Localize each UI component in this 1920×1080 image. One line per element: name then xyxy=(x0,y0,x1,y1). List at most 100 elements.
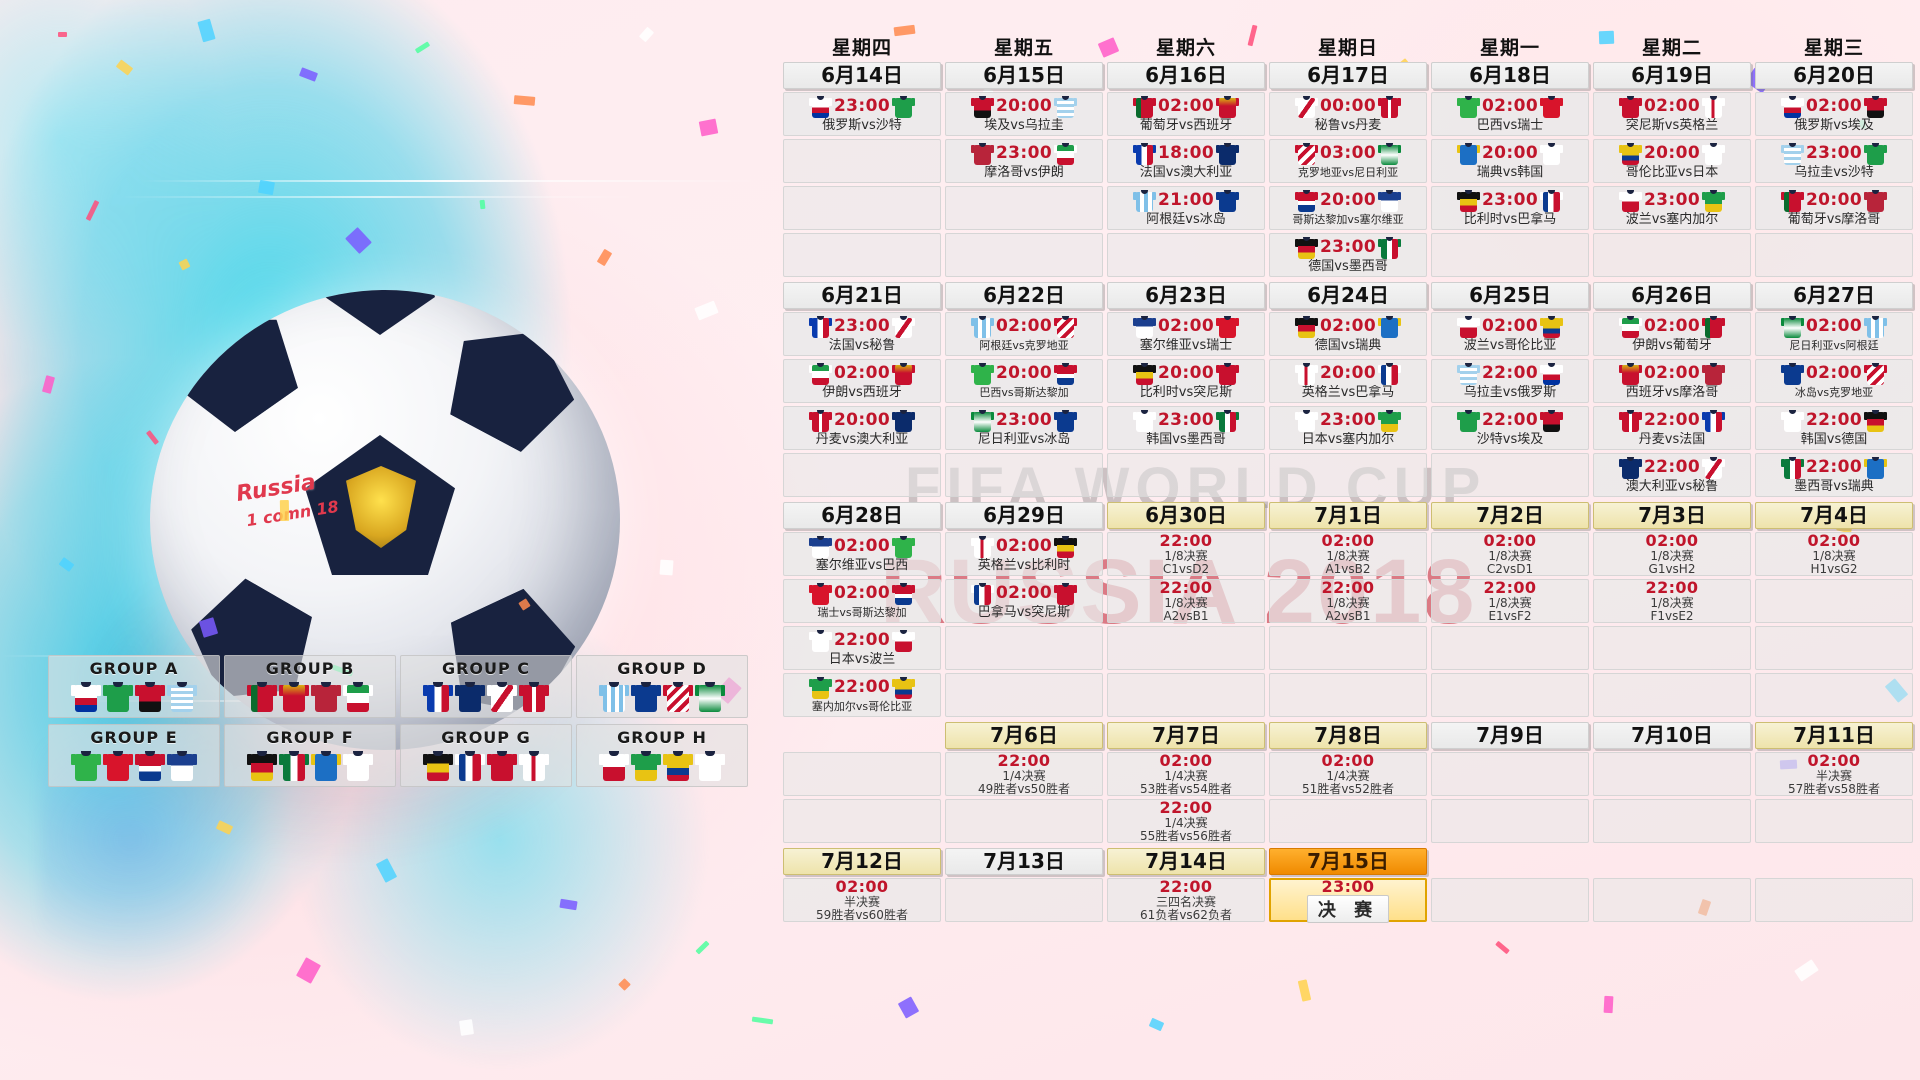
match-cell[interactable]: 20:00 英格兰vs巴拿马 xyxy=(1269,359,1427,403)
knockout-match-cell[interactable]: 22:00 1/4决赛 55胜者vs56胜者 xyxy=(1107,799,1265,843)
knockout-match-cell[interactable]: 02:00 1/8决赛 H1vsG2 xyxy=(1755,532,1913,576)
match-cell[interactable]: 02:00 突尼斯vs英格兰 xyxy=(1593,92,1751,136)
date-header-cell[interactable]: 7月3日 xyxy=(1593,502,1751,529)
group-box-group-g[interactable]: GROUP G xyxy=(400,724,572,787)
match-cell[interactable]: 02:00 巴拿马vs突尼斯 xyxy=(945,579,1103,623)
match-cell[interactable]: 22:00 塞内加尔vs哥伦比亚 xyxy=(783,673,941,717)
knockout-match-cell[interactable]: 22:00 1/4决赛 49胜者vs50胜者 xyxy=(945,752,1103,796)
date-header-cell[interactable]: 7月11日 xyxy=(1755,722,1913,749)
date-header-cell[interactable]: 7月10日 xyxy=(1593,722,1751,749)
match-cell[interactable]: 02:00 冰岛vs克罗地亚 xyxy=(1755,359,1913,403)
match-cell[interactable]: 23:00 尼日利亚vs冰岛 xyxy=(945,406,1103,450)
date-header-cell[interactable]: 7月6日 xyxy=(945,722,1103,749)
group-box-group-a[interactable]: GROUP A xyxy=(48,655,220,718)
knockout-match-cell[interactable]: 22:00 1/8决赛 F1vsE2 xyxy=(1593,579,1751,623)
match-cell[interactable]: 02:00 塞尔维亚vs巴西 xyxy=(783,532,941,576)
date-header-cell[interactable]: 7月4日 xyxy=(1755,502,1913,529)
match-cell[interactable]: 02:00 西班牙vs摩洛哥 xyxy=(1593,359,1751,403)
knockout-match-cell[interactable]: 22:00 1/8决赛 C1vsD2 xyxy=(1107,532,1265,576)
match-cell[interactable]: 02:00 塞尔维亚vs瑞士 xyxy=(1107,312,1265,356)
match-cell[interactable]: 20:00 哥伦比亚vs日本 xyxy=(1593,139,1751,183)
date-header-cell[interactable]: 6月15日 xyxy=(945,62,1103,89)
match-cell[interactable]: 02:00 瑞士vs哥斯达黎加 xyxy=(783,579,941,623)
group-box-group-f[interactable]: GROUP F xyxy=(224,724,396,787)
match-cell[interactable]: 18:00 法国vs澳大利亚 xyxy=(1107,139,1265,183)
date-header-cell[interactable]: 6月25日 xyxy=(1431,282,1589,309)
match-cell[interactable]: 03:00 克罗地亚vs尼日利亚 xyxy=(1269,139,1427,183)
match-cell[interactable]: 02:00 葡萄牙vs西班牙 xyxy=(1107,92,1265,136)
date-header-cell[interactable]: 6月17日 xyxy=(1269,62,1427,89)
date-header-cell[interactable]: 6月30日 xyxy=(1107,502,1265,529)
date-header-cell[interactable]: 6月20日 xyxy=(1755,62,1913,89)
date-header-cell[interactable]: 6月16日 xyxy=(1107,62,1265,89)
match-cell[interactable]: 02:00 俄罗斯vs埃及 xyxy=(1755,92,1913,136)
final-match-cell[interactable]: 23:00 决 赛 xyxy=(1269,878,1427,923)
date-header-cell[interactable]: 6月28日 xyxy=(783,502,941,529)
match-cell[interactable]: 02:00 阿根廷vs克罗地亚 xyxy=(945,312,1103,356)
match-cell[interactable]: 23:00 摩洛哥vs伊朗 xyxy=(945,139,1103,183)
group-box-group-h[interactable]: GROUP H xyxy=(576,724,748,787)
match-cell[interactable]: 20:00 埃及vs乌拉圭 xyxy=(945,92,1103,136)
date-header-cell[interactable]: 6月29日 xyxy=(945,502,1103,529)
match-cell[interactable]: 02:00 德国vs瑞典 xyxy=(1269,312,1427,356)
date-header-cell[interactable]: 7月12日 xyxy=(783,848,941,875)
match-cell[interactable]: 23:00 德国vs墨西哥 xyxy=(1269,233,1427,277)
match-cell[interactable]: 23:00 日本vs塞内加尔 xyxy=(1269,406,1427,450)
match-cell[interactable]: 22:00 日本vs波兰 xyxy=(783,626,941,670)
group-box-group-e[interactable]: GROUP E xyxy=(48,724,220,787)
date-header-cell[interactable]: 7月2日 xyxy=(1431,502,1589,529)
match-cell[interactable]: 22:00 澳大利亚vs秘鲁 xyxy=(1593,453,1751,497)
knockout-match-cell[interactable]: 02:00 1/8决赛 A1vsB2 xyxy=(1269,532,1427,576)
date-header-cell[interactable]: 7月14日 xyxy=(1107,848,1265,875)
match-cell[interactable]: 21:00 阿根廷vs冰岛 xyxy=(1107,186,1265,230)
match-cell[interactable]: 23:00 韩国vs墨西哥 xyxy=(1107,406,1265,450)
date-header-cell[interactable]: 6月23日 xyxy=(1107,282,1265,309)
date-header-cell[interactable]: 7月9日 xyxy=(1431,722,1589,749)
match-cell[interactable]: 20:00 葡萄牙vs摩洛哥 xyxy=(1755,186,1913,230)
knockout-match-cell[interactable]: 22:00 三四名决赛 61负者vs62负者 xyxy=(1107,878,1265,922)
date-header-cell[interactable]: 7月13日 xyxy=(945,848,1103,875)
knockout-match-cell[interactable]: 02:00 半决赛 57胜者vs58胜者 xyxy=(1755,752,1913,796)
date-header-cell[interactable]: 6月18日 xyxy=(1431,62,1589,89)
match-cell[interactable]: 22:00 乌拉圭vs俄罗斯 xyxy=(1431,359,1589,403)
knockout-match-cell[interactable]: 02:00 1/4决赛 51胜者vs52胜者 xyxy=(1269,752,1427,796)
group-box-group-b[interactable]: GROUP B xyxy=(224,655,396,718)
date-header-cell[interactable]: 6月26日 xyxy=(1593,282,1751,309)
match-cell[interactable]: 20:00 瑞典vs韩国 xyxy=(1431,139,1589,183)
match-cell[interactable]: 20:00 哥斯达黎加vs塞尔维亚 xyxy=(1269,186,1427,230)
date-header-cell[interactable]: 6月22日 xyxy=(945,282,1103,309)
group-box-group-c[interactable]: GROUP C xyxy=(400,655,572,718)
knockout-match-cell[interactable]: 02:00 1/4决赛 53胜者vs54胜者 xyxy=(1107,752,1265,796)
date-header-cell[interactable]: 7月8日 xyxy=(1269,722,1427,749)
date-header-cell[interactable]: 7月7日 xyxy=(1107,722,1265,749)
match-cell[interactable]: 02:00 伊朗vs西班牙 xyxy=(783,359,941,403)
match-cell[interactable]: 20:00 比利时vs突尼斯 xyxy=(1107,359,1265,403)
knockout-match-cell[interactable]: 02:00 1/8决赛 G1vsH2 xyxy=(1593,532,1751,576)
match-cell[interactable]: 02:00 巴西vs瑞士 xyxy=(1431,92,1589,136)
match-cell[interactable]: 23:00 法国vs秘鲁 xyxy=(783,312,941,356)
match-cell[interactable]: 02:00 伊朗vs葡萄牙 xyxy=(1593,312,1751,356)
match-cell[interactable]: 23:00 波兰vs塞内加尔 xyxy=(1593,186,1751,230)
date-header-cell[interactable]: 6月27日 xyxy=(1755,282,1913,309)
date-header-cell[interactable]: 6月24日 xyxy=(1269,282,1427,309)
knockout-match-cell[interactable]: 02:00 1/8决赛 C2vsD1 xyxy=(1431,532,1589,576)
match-cell[interactable]: 23:00 比利时vs巴拿马 xyxy=(1431,186,1589,230)
knockout-match-cell[interactable]: 22:00 1/8决赛 A2vsB1 xyxy=(1269,579,1427,623)
match-cell[interactable]: 22:00 丹麦vs法国 xyxy=(1593,406,1751,450)
match-cell[interactable]: 20:00 丹麦vs澳大利亚 xyxy=(783,406,941,450)
group-box-group-d[interactable]: GROUP D xyxy=(576,655,748,718)
knockout-match-cell[interactable]: 22:00 1/8决赛 A2vsB1 xyxy=(1107,579,1265,623)
match-cell[interactable]: 22:00 墨西哥vs瑞典 xyxy=(1755,453,1913,497)
match-cell[interactable]: 20:00 巴西vs哥斯达黎加 xyxy=(945,359,1103,403)
match-cell[interactable]: 23:00 俄罗斯vs沙特 xyxy=(783,92,941,136)
match-cell[interactable]: 02:00 波兰vs哥伦比亚 xyxy=(1431,312,1589,356)
match-cell[interactable]: 02:00 英格兰vs比利时 xyxy=(945,532,1103,576)
match-cell[interactable]: 23:00 乌拉圭vs沙特 xyxy=(1755,139,1913,183)
match-cell[interactable]: 22:00 韩国vs德国 xyxy=(1755,406,1913,450)
match-cell[interactable]: 00:00 秘鲁vs丹麦 xyxy=(1269,92,1427,136)
knockout-match-cell[interactable]: 22:00 1/8决赛 E1vsF2 xyxy=(1431,579,1589,623)
date-header-cell[interactable]: 6月14日 xyxy=(783,62,941,89)
date-header-cell[interactable]: 6月19日 xyxy=(1593,62,1751,89)
match-cell[interactable]: 22:00 沙特vs埃及 xyxy=(1431,406,1589,450)
date-header-cell[interactable]: 6月21日 xyxy=(783,282,941,309)
